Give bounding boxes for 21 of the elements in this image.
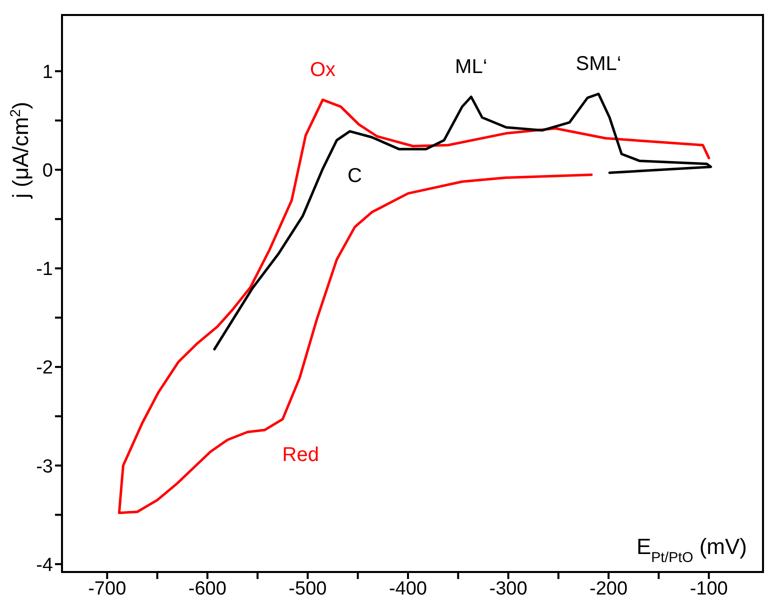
line-series [213, 92, 712, 350]
annotation: C [348, 165, 362, 188]
annotation: Red [282, 444, 319, 466]
x-axis-title: E$_{Pt/PtO}$ (mV) [636, 534, 747, 566]
x-tick-label: -400 [388, 578, 428, 600]
x-tick-label: -300 [489, 578, 528, 600]
y-tick-label: 0 [42, 160, 53, 182]
line-series [118, 98, 710, 514]
x-tick-label: -100 [690, 578, 728, 600]
x-tick-label: -700 [88, 578, 126, 600]
y-tick-label: 1 [42, 62, 53, 83]
y-tick-label: -2 [36, 358, 53, 379]
annotation: ML‘ [455, 56, 488, 78]
y-tick-label: -1 [36, 259, 53, 280]
x-tick-label: -200 [590, 578, 628, 600]
x-tick-label: -500 [288, 578, 327, 600]
annotation: Ox [310, 58, 336, 81]
y-tick-label: -3 [36, 456, 53, 478]
annotation: SML‘ [576, 52, 622, 75]
y-tick-label: -4 [36, 554, 54, 576]
x-tick-label: -600 [188, 578, 226, 600]
